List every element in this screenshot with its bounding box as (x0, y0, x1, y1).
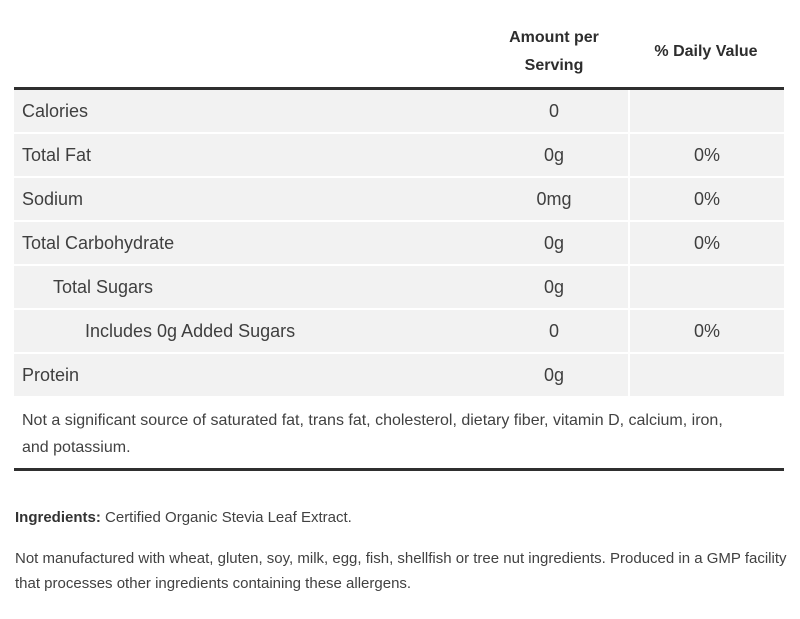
nutrient-amount: 0 (548, 100, 559, 121)
nutrient-label: Total Carbohydrate (22, 232, 175, 253)
nutrient-daily-value: 0% (628, 134, 784, 176)
nutrient-amount: 0g (543, 276, 565, 297)
table-row: Sodium 0mg 0% (14, 178, 784, 222)
nutrient-amount: 0mg (536, 188, 572, 209)
nutrient-amount: 0g (543, 144, 565, 165)
column-header-amount-label: Amount per Serving (509, 29, 599, 74)
footnote-text: Not a significant source of saturated fa… (14, 398, 738, 468)
nutrition-facts-table: Amount per Serving % Daily Value Calorie… (14, 0, 784, 471)
nutrient-amount: 0 (548, 320, 559, 341)
nutrient-label: Calories (22, 100, 89, 121)
table-row: Total Carbohydrate 0g 0% (14, 222, 784, 266)
nutrient-label: Protein (22, 364, 80, 385)
table-row: Total Sugars 0g (14, 266, 784, 310)
table-rows: Calories 0 Total Fat 0g 0% Sodium 0mg 0%… (14, 90, 784, 398)
column-header-daily-value: % Daily Value (628, 24, 784, 80)
table-row: Includes 0g Added Sugars 0 0% (14, 310, 784, 354)
nutrient-amount: 0g (543, 232, 565, 253)
nutrient-label: Total Sugars (53, 276, 154, 297)
ingredients-text: Certified Organic Stevia Leaf Extract. (105, 509, 352, 526)
table-row: Calories 0 (14, 90, 784, 134)
table-row: Protein 0g (14, 354, 784, 398)
nutrient-label: Sodium (22, 188, 84, 209)
nutrient-label: Includes 0g Added Sugars (85, 320, 296, 341)
nutrient-daily-value (628, 266, 784, 308)
column-header-amount: Amount per Serving (480, 24, 628, 80)
nutrient-amount: 0g (543, 364, 565, 385)
table-row: Total Fat 0g 0% (14, 134, 784, 178)
nutrient-daily-value (628, 90, 784, 132)
ingredients-label: Ingredients: (15, 509, 101, 526)
nutrient-label: Total Fat (22, 144, 92, 165)
nutrient-daily-value: 0% (628, 222, 784, 264)
table-header: Amount per Serving % Daily Value (14, 0, 784, 87)
nutrient-daily-value (628, 354, 784, 396)
nutrient-daily-value: 0% (628, 178, 784, 220)
nutrient-daily-value: 0% (628, 310, 784, 352)
table-body: Calories 0 Total Fat 0g 0% Sodium 0mg 0%… (14, 87, 784, 471)
column-header-daily-value-label: % Daily Value (654, 43, 758, 60)
allergen-note: Not manufactured with wheat, gluten, soy… (15, 550, 787, 592)
ingredients-line: Ingredients: Certified Organic Stevia Le… (15, 507, 790, 528)
